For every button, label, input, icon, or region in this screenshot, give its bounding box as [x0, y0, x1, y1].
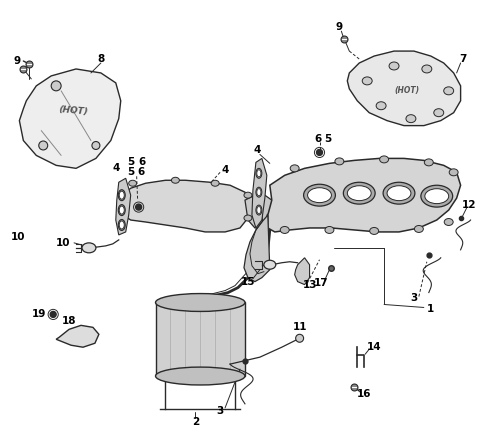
Text: 19: 19: [32, 309, 47, 320]
Text: 5: 5: [324, 134, 331, 144]
Ellipse shape: [256, 205, 262, 215]
Ellipse shape: [383, 182, 415, 204]
Text: (HOT): (HOT): [395, 86, 420, 95]
Ellipse shape: [119, 206, 124, 214]
Circle shape: [50, 312, 56, 317]
Ellipse shape: [92, 142, 100, 150]
Ellipse shape: [39, 141, 48, 150]
Ellipse shape: [449, 169, 458, 176]
Ellipse shape: [370, 227, 379, 235]
Ellipse shape: [119, 191, 124, 199]
Ellipse shape: [280, 227, 289, 234]
Text: 1: 1: [427, 304, 434, 315]
Ellipse shape: [118, 205, 125, 215]
Text: 6: 6: [137, 167, 144, 177]
Ellipse shape: [211, 180, 219, 186]
Text: 16: 16: [357, 389, 372, 399]
Text: 5: 5: [127, 158, 134, 167]
Text: 17: 17: [314, 278, 329, 287]
Polygon shape: [245, 195, 275, 228]
Ellipse shape: [304, 184, 336, 206]
Ellipse shape: [256, 168, 262, 178]
Text: 8: 8: [97, 54, 105, 64]
Ellipse shape: [414, 226, 423, 232]
Ellipse shape: [256, 187, 262, 197]
Ellipse shape: [348, 186, 371, 201]
Ellipse shape: [244, 215, 252, 221]
Ellipse shape: [434, 109, 444, 117]
Ellipse shape: [296, 334, 304, 342]
Ellipse shape: [444, 218, 453, 226]
Ellipse shape: [129, 180, 137, 186]
Text: 3: 3: [410, 292, 418, 303]
Text: 6: 6: [138, 158, 145, 167]
Polygon shape: [252, 158, 267, 228]
Text: 5: 5: [127, 167, 134, 177]
Text: 4: 4: [253, 146, 261, 155]
Ellipse shape: [171, 177, 180, 183]
Text: 14: 14: [367, 342, 382, 352]
Ellipse shape: [406, 115, 416, 123]
Ellipse shape: [244, 192, 252, 198]
Text: 18: 18: [62, 316, 76, 326]
Ellipse shape: [257, 170, 261, 177]
Polygon shape: [348, 51, 461, 125]
Ellipse shape: [387, 186, 411, 201]
Ellipse shape: [362, 77, 372, 85]
Ellipse shape: [118, 190, 125, 201]
Text: 4: 4: [221, 166, 229, 175]
Ellipse shape: [444, 87, 454, 95]
Ellipse shape: [343, 182, 375, 204]
Ellipse shape: [325, 227, 334, 234]
Ellipse shape: [51, 81, 61, 91]
Text: 10: 10: [56, 238, 71, 248]
Ellipse shape: [389, 62, 399, 70]
Text: 12: 12: [461, 200, 476, 210]
Text: 9: 9: [336, 22, 343, 32]
Text: 6: 6: [314, 134, 321, 144]
Polygon shape: [19, 69, 121, 168]
Text: (HOT): (HOT): [58, 105, 88, 117]
Text: 11: 11: [292, 322, 307, 332]
Polygon shape: [244, 215, 270, 282]
Ellipse shape: [119, 221, 124, 229]
Text: 4: 4: [112, 163, 120, 174]
Polygon shape: [295, 258, 310, 285]
Ellipse shape: [380, 156, 389, 163]
Ellipse shape: [156, 367, 245, 385]
Text: 7: 7: [459, 54, 466, 64]
Text: 10: 10: [11, 232, 25, 242]
Polygon shape: [119, 180, 250, 232]
Circle shape: [316, 150, 323, 155]
Ellipse shape: [156, 294, 245, 311]
Ellipse shape: [308, 188, 331, 202]
Polygon shape: [156, 303, 245, 376]
Ellipse shape: [376, 102, 386, 110]
Ellipse shape: [424, 159, 433, 166]
Ellipse shape: [290, 165, 299, 172]
Text: 2: 2: [192, 417, 199, 427]
Text: 13: 13: [302, 279, 317, 290]
Ellipse shape: [422, 65, 432, 73]
Text: 15: 15: [240, 277, 255, 287]
Ellipse shape: [421, 185, 453, 207]
Text: 3: 3: [216, 406, 224, 416]
Ellipse shape: [257, 206, 261, 214]
Polygon shape: [56, 325, 99, 347]
Ellipse shape: [335, 158, 344, 165]
Circle shape: [136, 204, 142, 210]
Ellipse shape: [118, 219, 125, 231]
Ellipse shape: [425, 189, 449, 204]
Ellipse shape: [82, 243, 96, 253]
Polygon shape: [116, 178, 131, 235]
Polygon shape: [268, 158, 461, 232]
Ellipse shape: [257, 189, 261, 196]
Text: 9: 9: [14, 56, 21, 66]
Ellipse shape: [264, 260, 276, 269]
